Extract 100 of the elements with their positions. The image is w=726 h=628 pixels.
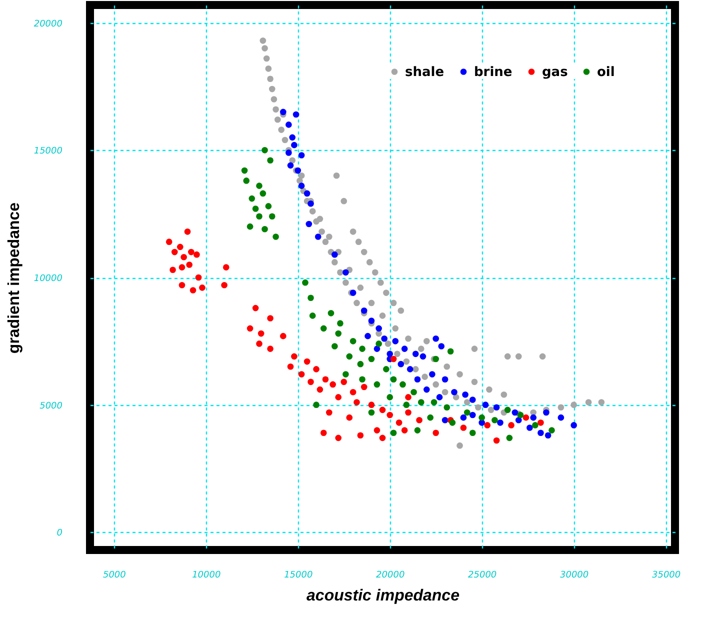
- point: [308, 294, 314, 302]
- point: [432, 335, 440, 342]
- point: [451, 388, 458, 396]
- point: [368, 409, 375, 416]
- point: [267, 157, 274, 164]
- point: [292, 111, 300, 118]
- point: [464, 409, 470, 416]
- point: [418, 399, 424, 406]
- point: [286, 122, 292, 128]
- point: [359, 346, 366, 352]
- point: [262, 226, 268, 232]
- point: [342, 371, 349, 378]
- point: [359, 376, 366, 383]
- point: [530, 414, 537, 421]
- point: [260, 190, 266, 197]
- x-tick-label: 20000: [376, 570, 405, 580]
- point: [390, 430, 397, 436]
- point: [368, 318, 375, 324]
- legend-label: shale: [405, 64, 444, 80]
- point: [342, 269, 349, 276]
- point: [482, 402, 489, 408]
- point: [374, 346, 380, 352]
- point: [248, 195, 256, 202]
- point: [386, 350, 394, 358]
- point: [442, 416, 448, 424]
- point: [401, 346, 408, 352]
- point: [504, 406, 511, 414]
- point: [400, 381, 406, 388]
- point: [286, 150, 292, 156]
- point: [403, 402, 410, 408]
- point: [442, 376, 448, 383]
- point: [390, 376, 397, 383]
- point: [392, 338, 399, 344]
- legend-label: brine: [474, 64, 512, 80]
- point: [412, 350, 419, 358]
- point: [438, 343, 445, 350]
- point: [256, 213, 262, 220]
- point: [332, 343, 338, 350]
- point: [241, 167, 248, 174]
- point: [515, 416, 522, 424]
- y-tick-label: 20000: [34, 19, 63, 30]
- point: [381, 335, 388, 342]
- x-tick-label: 25000: [468, 570, 497, 580]
- point: [462, 391, 468, 398]
- point: [268, 213, 276, 220]
- point: [497, 420, 504, 426]
- point: [423, 386, 430, 393]
- point: [570, 422, 577, 428]
- point: [287, 162, 294, 169]
- point: [449, 420, 456, 426]
- point: [469, 412, 476, 418]
- point: [526, 424, 533, 431]
- point: [360, 307, 368, 314]
- point: [291, 142, 298, 148]
- point: [429, 371, 436, 378]
- point: [243, 178, 250, 184]
- point: [410, 388, 417, 396]
- point: [252, 206, 259, 212]
- point: [346, 353, 353, 360]
- point: [298, 152, 305, 158]
- point: [492, 416, 498, 424]
- point: [302, 279, 308, 286]
- legend-label: oil: [597, 64, 615, 80]
- point: [265, 203, 272, 210]
- point: [436, 394, 443, 400]
- point: [430, 399, 438, 406]
- x-tick-label: 35000: [652, 570, 681, 580]
- point: [256, 182, 262, 189]
- point: [374, 381, 380, 388]
- point: [538, 430, 544, 436]
- point: [478, 420, 485, 426]
- y-tick-label: 0: [56, 528, 63, 539]
- point: [272, 234, 279, 240]
- point: [383, 366, 390, 372]
- point: [469, 430, 476, 436]
- point: [376, 340, 382, 347]
- point: [314, 234, 322, 240]
- point: [406, 366, 414, 372]
- point: [309, 312, 316, 319]
- y-tick-label: 10000: [34, 274, 63, 284]
- x-tick-label: 5000: [102, 570, 126, 580]
- x-axis-title: acoustic impedance: [306, 588, 460, 604]
- x-tick-label: 10000: [192, 570, 221, 580]
- point: [308, 200, 314, 207]
- point: [289, 134, 296, 141]
- point: [298, 182, 305, 189]
- point: [304, 190, 310, 197]
- point: [544, 432, 552, 439]
- point: [427, 414, 434, 421]
- point: [337, 320, 344, 326]
- point: [414, 376, 421, 383]
- legend-label: gas: [542, 64, 568, 80]
- point: [364, 332, 371, 340]
- point: [335, 330, 342, 337]
- point: [306, 220, 312, 228]
- point: [543, 409, 550, 416]
- point: [414, 427, 421, 434]
- point: [420, 353, 426, 360]
- y-tick-label: 5000: [40, 401, 63, 412]
- point: [246, 223, 254, 230]
